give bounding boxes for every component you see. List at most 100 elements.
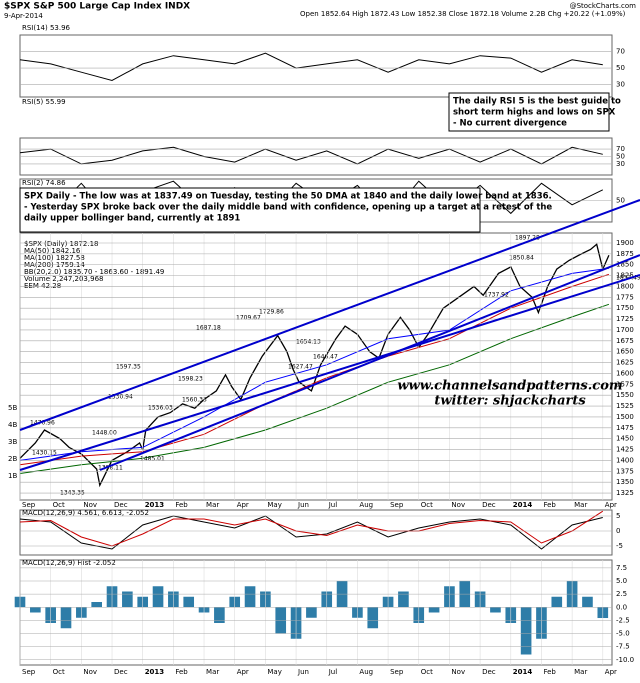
x-tick-label: 2013 [145,501,165,509]
series-line [19,146,603,165]
y-tick-label: 1675 [616,337,634,345]
volume-label: 1B [8,472,17,480]
price-label: 1398.11 [98,465,123,472]
x-tick-label: May [267,668,281,676]
y-tick-label: 1775 [616,293,634,301]
legend-entry: $SPX (Daily) 1872.18 [24,240,98,248]
x-tick-label: 2013 [145,668,165,676]
series-line [19,510,604,547]
price-label: 1485.01 [140,456,165,463]
y-tick-label: -5.0 [616,630,630,638]
symbol-title: $SPX S&P 500 Large Cap Index INDX [4,2,190,12]
y-tick-label: -7.5 [616,643,630,651]
price-label: 1598.23 [178,376,203,383]
note-frame [448,92,610,132]
hist-bar [60,607,72,629]
y-tick-label: 1350 [616,478,634,486]
x-tick-label: Apr [237,668,249,676]
x-tick-label: Dec [482,668,496,676]
series-line [19,52,603,82]
hist-bar [214,607,225,623]
price-label: 1627.47 [288,364,313,371]
x-tick-label: Nov [83,668,97,676]
brand: @StockCharts.com [570,2,637,10]
y-tick-label: 1400 [616,456,634,464]
x-tick-label: Nov [451,501,465,509]
y-tick-label: 1600 [616,369,634,377]
channel-line [19,199,640,431]
y-tick-label: 1525 [616,402,634,410]
hist-bar [490,607,501,613]
volume-label: 3B [8,438,17,446]
x-tick-label: Jun [297,501,309,509]
x-tick-label: Feb [543,668,556,676]
x-tick-label: Oct [421,668,433,676]
x-tick-label: Jun [297,668,309,676]
note-frame [19,187,481,233]
note-box: SPX Daily - The low was at 1837.49 on Tu… [19,187,552,233]
x-tick-label: Nov [83,501,97,509]
y-tick-label: 0.0 [616,603,627,611]
y-tick-label: -2.5 [616,616,630,624]
x-tick-label: Mar [206,668,219,676]
legend-entry: EEM 42.28 [24,282,61,290]
legend-entry: BB(20,2.0) 1835.70 - 1863.60 - 1891.49 [24,268,164,276]
x-tick-label: Sep [22,501,36,509]
panel-title: MACD(12,26,9) 4.561, 6.613, -2.052 [22,509,149,517]
x-tick-label: Jul [328,501,338,509]
panel-frame [19,34,613,98]
date: 9-Apr-2014 [4,12,43,20]
price-label: 1897.28 [515,235,540,242]
y-tick-label: 7.5 [616,564,627,572]
panel-title: RSI(2) 74.86 [22,179,66,187]
hist-bar [152,586,164,608]
price-label: 1737.92 [484,292,509,299]
y-tick-label: 1850 [616,261,634,269]
y-tick-label: 1650 [616,348,634,356]
hist-bar [306,607,317,618]
x-tick-label: Feb [543,501,556,509]
price-label: 1597.35 [116,364,141,371]
x-tick-label: Dec [114,668,128,676]
x-tick-label: Mar [206,501,219,509]
x-tick-label: Apr [605,501,617,509]
y-tick-label: 1500 [616,413,634,421]
note-box: The daily RSI 5 is the best guide toshor… [448,92,621,132]
volume-label: 4B [8,421,17,429]
y-tick-label: 50 [616,197,625,205]
legend-entry: MA(50) 1842.16 [24,247,81,255]
note-line: - Yesterday SPX broke back over the dail… [24,203,552,213]
x-tick-label: Feb [175,501,188,509]
watermark: www.channelsandpatterns.com [397,379,622,394]
y-tick-label: 0 [616,527,620,535]
price-label: 1530.94 [108,394,133,401]
hist-bar [582,596,593,608]
x-tick-label: Apr [605,668,617,676]
y-tick-label: -5 [616,542,623,550]
y-tick-label: 1325 [616,489,634,497]
hist-bar [551,596,563,608]
x-tick-label: Feb [175,668,188,676]
x-tick-label: Nov [451,668,465,676]
y-tick-label: 50 [616,153,625,161]
quote: Open 1852.64 High 1872.43 Low 1852.38 Cl… [300,10,626,18]
hist-bar [398,591,409,608]
panel-title: MACD(12,26,9) Hist -2.052 [22,559,116,567]
hist-bar [183,596,195,608]
x-tick-label: Oct [53,501,65,509]
y-tick-label: 1425 [616,446,634,454]
channel-line [99,254,640,471]
y-tick-label: 1875 [616,250,634,258]
hist-bar [91,602,102,608]
x-tick-label: Sep [22,668,36,676]
hist-bar [244,586,256,608]
note-line: short term highs and lows on SPX [453,108,616,118]
panel-title: RSI(14) 53.96 [22,24,71,32]
y-tick-label: 2.5 [616,590,627,598]
y-tick-label: 70 [616,48,625,56]
y-tick-label: 1475 [616,424,634,432]
hist-bar [520,607,532,655]
note-line: daily upper bollinger band, currently at… [24,214,240,224]
price-label: 1709.67 [236,315,261,322]
